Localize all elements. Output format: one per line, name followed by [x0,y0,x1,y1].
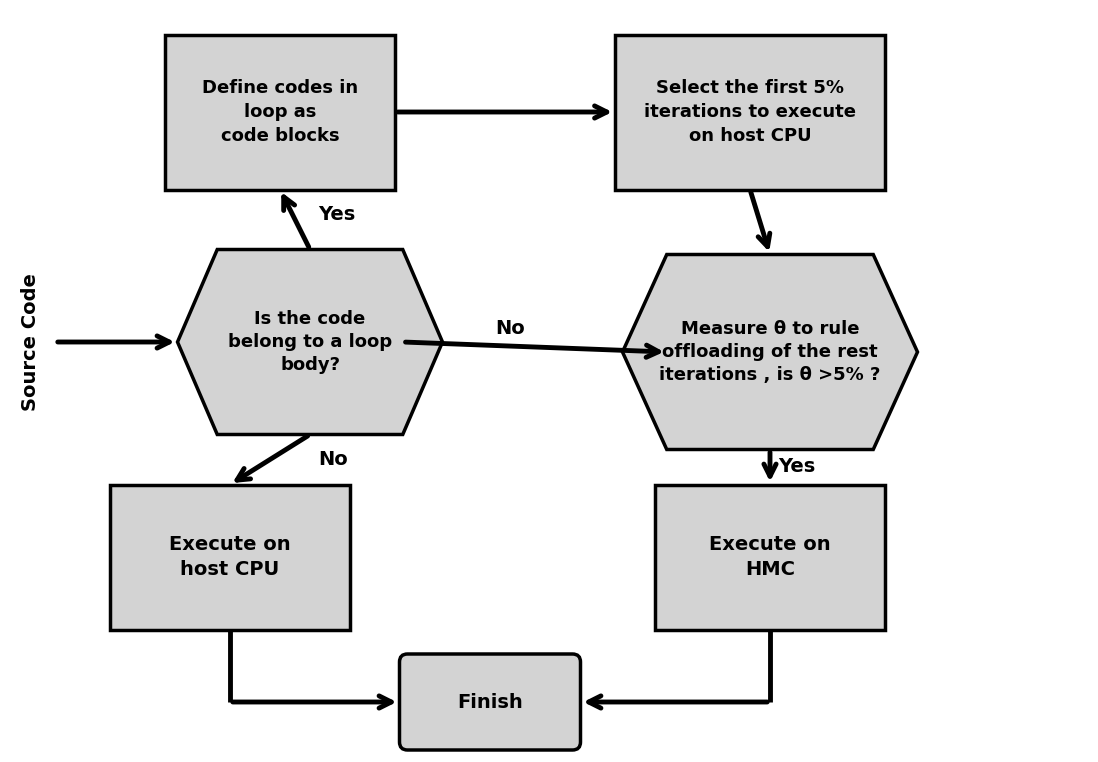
Text: Finish: Finish [457,693,523,712]
FancyBboxPatch shape [110,485,350,629]
Text: Select the first 5%
iterations to execute
on host CPU: Select the first 5% iterations to execut… [645,79,856,145]
Text: Execute on
HMC: Execute on HMC [709,535,831,579]
Text: Define codes in
loop as
code blocks: Define codes in loop as code blocks [202,79,358,145]
Text: Measure θ to rule
offloading of the rest
iterations , is θ >5% ?: Measure θ to rule offloading of the rest… [659,320,881,384]
Polygon shape [623,255,918,450]
Text: Is the code
belong to a loop
body?: Is the code belong to a loop body? [228,310,392,374]
FancyBboxPatch shape [656,485,885,629]
Text: Yes: Yes [318,205,356,224]
FancyBboxPatch shape [400,654,581,750]
Text: Source Code: Source Code [21,273,40,411]
Text: Yes: Yes [778,457,815,476]
Text: No: No [318,450,348,469]
FancyBboxPatch shape [165,34,395,190]
Polygon shape [178,249,442,434]
FancyBboxPatch shape [615,34,885,190]
Text: No: No [495,319,525,338]
Text: Execute on
host CPU: Execute on host CPU [169,535,291,579]
